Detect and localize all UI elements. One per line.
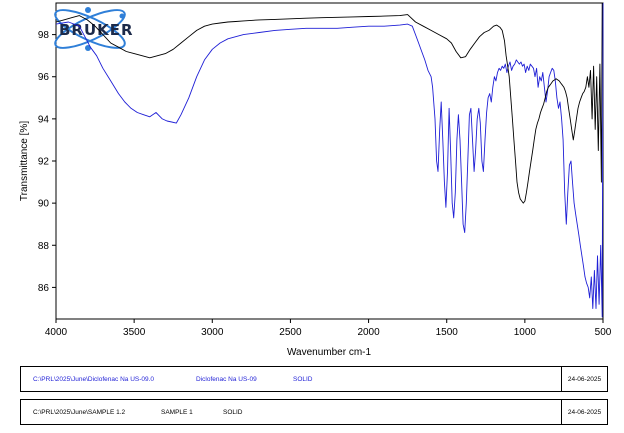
x-tick-label: 4000 bbox=[45, 327, 68, 338]
y-axis-title: Transmittance [%] bbox=[19, 121, 30, 201]
bruker-logo: BRUKER bbox=[54, 7, 134, 51]
sample-state-2: SOLID bbox=[223, 408, 243, 416]
y-tick-label: 90 bbox=[38, 199, 50, 210]
series-line-1 bbox=[55, 2, 604, 318]
y-tick-label: 94 bbox=[38, 114, 50, 125]
logo-dot-3 bbox=[119, 13, 125, 19]
logo-text: BRUKER bbox=[59, 21, 134, 39]
series-line-2 bbox=[55, 2, 603, 204]
x-tick-label: 2000 bbox=[357, 327, 380, 338]
logo-dot-2 bbox=[85, 45, 91, 51]
x-axis-ticks: 4000 3500 3000 2500 2000 1500 1000 500 bbox=[45, 319, 612, 338]
x-axis-title: Wavenumber cm-1 bbox=[287, 347, 372, 358]
x-tick-label: 500 bbox=[595, 327, 612, 338]
y-tick-label: 86 bbox=[38, 283, 50, 294]
footer-row-1: C:\PRL\2025\June\Diclofenac Na US-09.0 D… bbox=[20, 366, 608, 392]
sample-state-1: SOLID bbox=[293, 375, 313, 383]
footer-row-2: C:\PRL\2025\June\SAMPLE 1.2 SAMPLE 1 SOL… bbox=[20, 399, 608, 425]
date-1: 24-06-2025 bbox=[561, 367, 607, 391]
y-tick-label: 96 bbox=[38, 72, 50, 83]
series-layer bbox=[55, 2, 604, 318]
y-tick-label: 88 bbox=[38, 241, 50, 252]
x-tick-label: 1500 bbox=[436, 327, 459, 338]
x-tick-label: 3000 bbox=[201, 327, 224, 338]
x-tick-label: 2500 bbox=[279, 327, 302, 338]
y-tick-label: 92 bbox=[38, 157, 50, 168]
x-tick-label: 1000 bbox=[514, 327, 537, 338]
date-2: 24-06-2025 bbox=[561, 400, 607, 424]
ir-spectrum-chart: BRUKER 4000 3500 3000 2500 2000 1500 1000 500 8… bbox=[19, 2, 612, 358]
file-path-2: C:\PRL\2025\June\SAMPLE 1.2 bbox=[33, 408, 126, 416]
file-path-1: C:\PRL\2025\June\Diclofenac Na US-09.0 bbox=[33, 375, 155, 383]
logo-dot-1 bbox=[85, 7, 91, 13]
sample-info-footer: C:\PRL\2025\June\Diclofenac Na US-09.0 D… bbox=[20, 366, 608, 427]
logo-orbit-2 bbox=[54, 9, 126, 49]
x-tick-label: 3500 bbox=[123, 327, 146, 338]
y-axis-ticks: 86 88 90 92 94 96 98 bbox=[38, 30, 56, 294]
y-tick-label: 98 bbox=[38, 30, 50, 41]
sample-name-2: SAMPLE 1 bbox=[161, 408, 193, 416]
plot-frame bbox=[55, 2, 604, 320]
sample-name-1: Diclofenac Na US-09 bbox=[196, 375, 257, 383]
